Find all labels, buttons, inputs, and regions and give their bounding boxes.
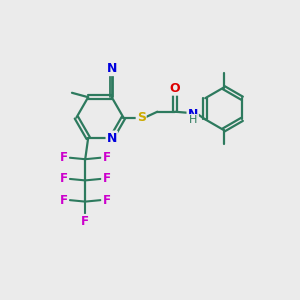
Text: N: N (188, 108, 198, 121)
Text: F: F (102, 194, 110, 207)
Text: F: F (102, 151, 110, 164)
Text: H: H (188, 115, 197, 125)
Text: F: F (60, 194, 68, 207)
Text: O: O (170, 82, 180, 95)
Text: N: N (106, 62, 117, 75)
Text: S: S (137, 111, 146, 124)
Text: F: F (60, 172, 68, 185)
Text: N: N (106, 131, 117, 145)
Text: F: F (81, 215, 89, 228)
Text: F: F (60, 151, 68, 164)
Text: F: F (102, 172, 110, 185)
